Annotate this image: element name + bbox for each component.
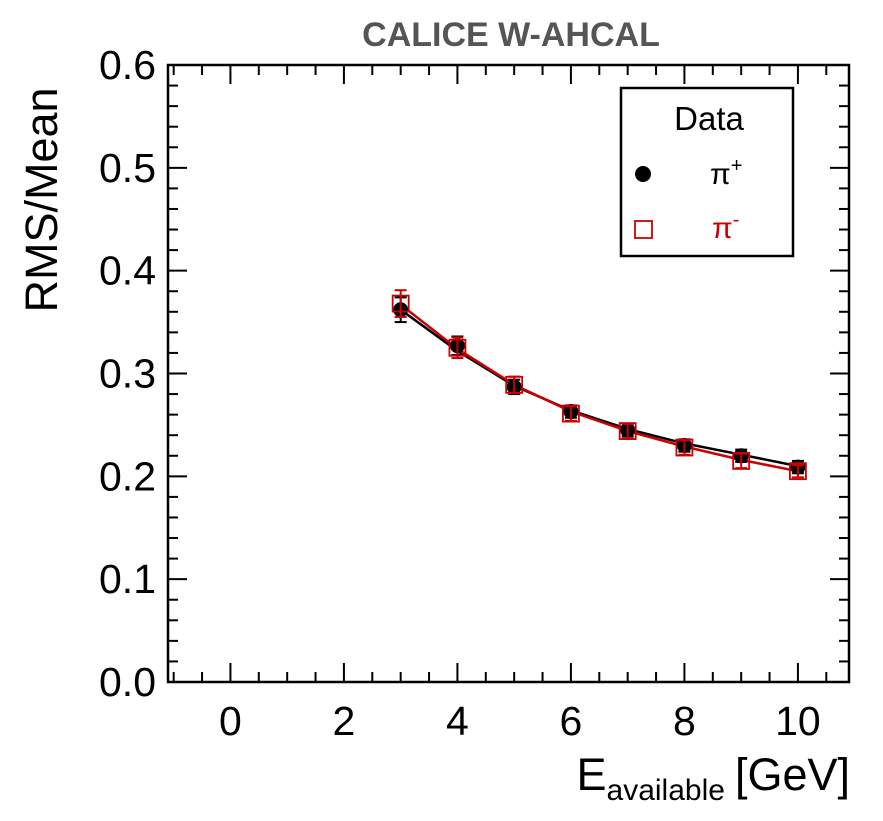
data-point-pi-minus bbox=[391, 294, 410, 313]
fit-curve-pi-minus bbox=[399, 303, 799, 473]
x-tick-label: 6 bbox=[560, 698, 583, 744]
x-tick-label: 0 bbox=[219, 698, 242, 744]
x-axis-title-main: E bbox=[577, 749, 607, 800]
data-point-pi-minus bbox=[562, 404, 580, 423]
legend-title: Data bbox=[674, 100, 744, 137]
legend-label-pi-plus-sup: + bbox=[731, 155, 743, 177]
y-tick-label: 0.0 bbox=[99, 659, 156, 705]
legend-label-pi-plus-name: π bbox=[710, 158, 731, 191]
x-tick-label: 2 bbox=[333, 698, 356, 744]
x-axis-title-subscript: available bbox=[607, 774, 725, 807]
x-tick-label: 8 bbox=[673, 698, 696, 744]
data-point-pi-minus bbox=[618, 422, 637, 440]
x-axis-title-unit: [GeV] bbox=[735, 749, 850, 800]
legend-marker-pi-plus bbox=[635, 166, 651, 182]
y-tick-label: 0.4 bbox=[99, 248, 156, 294]
data-point-pi-minus bbox=[732, 452, 751, 470]
y-tick-label: 0.1 bbox=[99, 556, 156, 602]
data-point-pi-minus bbox=[675, 438, 694, 457]
y-tick-label: 0.6 bbox=[99, 42, 156, 88]
chart-title: CALICE W-AHCAL bbox=[362, 16, 660, 54]
legend-label-pi-minus-sup: - bbox=[733, 209, 740, 231]
x-tick-label: 4 bbox=[446, 698, 469, 744]
axes: 0.0 0.1 0.2 0.3 0.4 0.5 0.6 0 2 4 6 8 10 bbox=[99, 42, 851, 744]
data-point-pi-minus bbox=[505, 375, 524, 394]
x-tick-label: 10 bbox=[775, 698, 821, 744]
y-tick-label: 0.2 bbox=[99, 453, 156, 499]
data-point-pi-minus bbox=[789, 462, 807, 481]
legend: Data π+ π- bbox=[619, 86, 795, 258]
legend-label-pi-minus: π- bbox=[712, 209, 739, 245]
y-tick-label: 0.3 bbox=[99, 351, 156, 397]
x-axis-title: Eavailable [GeV] bbox=[577, 749, 851, 807]
data-points bbox=[391, 289, 807, 481]
data-point-pi-minus bbox=[448, 338, 467, 357]
legend-label-pi-minus-name: π bbox=[712, 212, 733, 245]
legend-label-pi-plus: π+ bbox=[710, 155, 742, 191]
y-axis-title: RMS/Mean bbox=[16, 87, 67, 312]
y-tick-label: 0.5 bbox=[99, 145, 156, 191]
legend-marker-pi-minus bbox=[634, 220, 653, 239]
fit-curve-pi-plus bbox=[399, 308, 799, 468]
fit-curves bbox=[399, 303, 799, 473]
